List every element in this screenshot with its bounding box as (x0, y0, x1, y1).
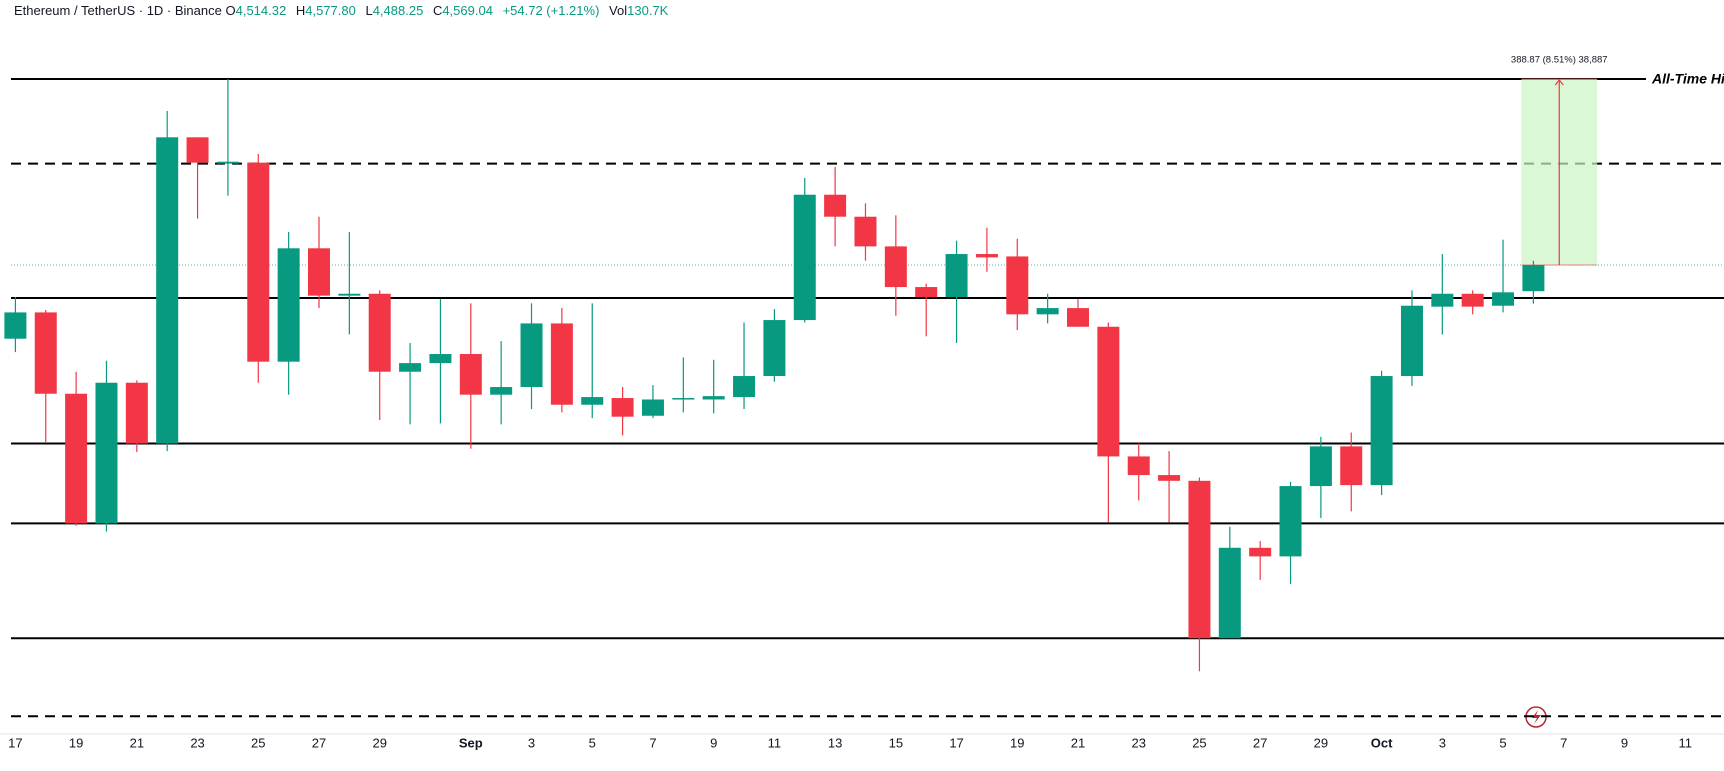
x-tick-label: 27 (1253, 735, 1267, 750)
x-tick-label: 27 (312, 735, 326, 750)
measure-arrow-head (1554, 79, 1564, 86)
x-tick-label: 5 (1499, 735, 1506, 750)
volume-label: Vol (609, 3, 628, 18)
candle-body (975, 254, 998, 258)
x-tick-label: 11 (1678, 735, 1692, 750)
candle-body (277, 248, 300, 362)
low-value: 4,488.25 (372, 3, 424, 18)
candle-body (854, 216, 877, 247)
candle-body (793, 194, 816, 321)
candle-body (1492, 292, 1515, 306)
candle-body (1400, 305, 1423, 377)
open-value: 4,514.32 (235, 3, 287, 18)
close-value: 4,569.04 (442, 3, 493, 18)
x-tick-label: 5 (589, 735, 596, 750)
x-tick-label: 29 (372, 735, 386, 750)
candle-body (672, 398, 695, 400)
x-tick-label: Oct (1371, 735, 1393, 750)
high-label: H (295, 3, 306, 18)
change-value: +54.72 (+1.21%) (502, 3, 600, 18)
candle-body (156, 137, 179, 444)
candle-body (247, 162, 270, 362)
x-tick-label: 19 (1010, 735, 1024, 750)
x-tick-label: 19 (69, 735, 83, 750)
candle-body (1309, 446, 1332, 487)
candle-body (338, 293, 361, 296)
candle-body (1370, 376, 1393, 486)
x-tick-label: 17 (8, 735, 22, 750)
candle-body (216, 161, 239, 164)
level-label-bg (1646, 69, 1724, 88)
x-tick-label: 25 (1192, 735, 1206, 750)
candle-body (884, 246, 907, 288)
candle-body (4, 312, 27, 339)
high-value: 4,577.80 (305, 3, 356, 18)
x-tick-label: 15 (889, 735, 903, 750)
candle-body (1036, 308, 1059, 315)
candle-body (1188, 480, 1211, 639)
x-tick-label: 7 (1560, 735, 1567, 750)
candle-body (1097, 326, 1120, 457)
x-tick-label: 25 (251, 735, 265, 750)
candle-body (1431, 293, 1454, 307)
candle-body (308, 248, 330, 296)
candle-body (1006, 256, 1029, 315)
candle-body (399, 363, 422, 372)
candle-body (1218, 547, 1241, 639)
candle-body (490, 387, 513, 395)
x-tick-label: 9 (710, 735, 717, 750)
x-tick-label: 11 (768, 735, 782, 750)
candle-body (1461, 293, 1484, 307)
x-tick-label: 21 (130, 735, 144, 750)
candle-body (1127, 456, 1150, 476)
volume-value: 130.7K (627, 3, 669, 18)
x-tick-label: 13 (828, 735, 842, 750)
candle-body (733, 376, 756, 398)
candle-body (1158, 475, 1181, 481)
candle-body (702, 396, 725, 400)
x-tick-label: 3 (528, 735, 535, 750)
candle-body (1522, 265, 1545, 292)
header: Ethereum / TetherUS · 1D · Binance O4,51… (14, 3, 674, 18)
close-label: C (432, 3, 443, 18)
candle-body (824, 194, 847, 217)
candle-body (520, 323, 543, 388)
candle-body (186, 137, 209, 163)
candle-body (1249, 547, 1272, 557)
x-tick-label: Sep (459, 735, 483, 750)
x-tick-label: 7 (649, 735, 656, 750)
symbol: Ethereum / TetherUS · 1D · Binance (14, 3, 222, 18)
candle-body (641, 399, 664, 416)
candle-body (1279, 486, 1302, 557)
x-tick-label: 21 (1071, 735, 1085, 750)
candle-body (581, 397, 604, 405)
x-tick-label: 29 (1314, 735, 1328, 750)
candle-body (1067, 308, 1089, 327)
candle-body (429, 354, 452, 364)
x-tick-label: 9 (1621, 735, 1628, 750)
x-tick-label: 23 (1131, 735, 1145, 750)
candle-body (1340, 446, 1363, 486)
level-label: All-Time High (1651, 71, 1724, 87)
candle-body (611, 398, 634, 417)
x-tick-label: 3 (1439, 735, 1446, 750)
candle-body (550, 323, 573, 405)
candle-body (763, 320, 786, 377)
candle-body (95, 382, 118, 524)
candle-body (65, 393, 88, 524)
candle-body (34, 312, 57, 394)
candle-body (915, 287, 938, 298)
low-label: L (365, 3, 373, 18)
candle-body (125, 382, 148, 444)
open-label: O (225, 3, 236, 18)
candle-body (368, 293, 391, 372)
candle-body (945, 254, 968, 298)
candle-body (459, 354, 482, 395)
alert-icon-bolt (1532, 710, 1541, 724)
x-tick-label: 17 (949, 735, 963, 750)
measure-label: 388.87 (8.51%) 38,887 (1511, 54, 1608, 65)
x-tick-label: 23 (190, 735, 204, 750)
